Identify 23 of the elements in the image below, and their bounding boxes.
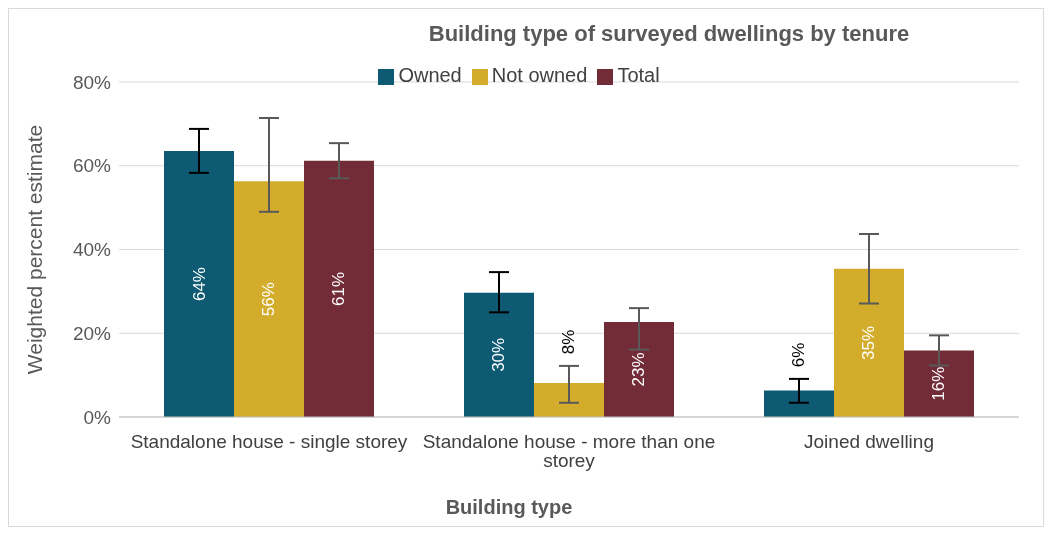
- y-tick-label: 60%: [72, 155, 112, 177]
- legend-label: Owned: [398, 64, 462, 86]
- data-label: 23%: [629, 352, 649, 387]
- legend-label: Not owned: [491, 64, 588, 86]
- x-tick-label: Joined dwelling: [804, 431, 934, 453]
- data-label: 30%: [489, 337, 509, 372]
- data-label: 35%: [859, 325, 879, 360]
- chart-title: Building type of surveyed dwellings by tenure: [427, 21, 911, 47]
- y-tick-label: 80%: [72, 71, 112, 93]
- data-label: 61%: [329, 271, 349, 306]
- data-label: 6%: [789, 342, 809, 368]
- x-axis-title: Building type: [444, 496, 574, 519]
- data-label: 56%: [259, 282, 279, 317]
- y-tick-label: 0%: [83, 406, 112, 428]
- y-tick-label: 20%: [72, 322, 112, 344]
- data-label: 16%: [929, 366, 949, 401]
- y-axis-title: Weighted percent estimate: [23, 124, 47, 375]
- x-tick-label: Standalone house - single storey: [130, 431, 408, 453]
- data-label: 8%: [559, 329, 579, 355]
- x-tick-label: Standalone house - more than one storey: [422, 431, 716, 472]
- legend-label: Total: [617, 64, 660, 86]
- data-label: 64%: [189, 267, 209, 302]
- y-tick-label: 40%: [72, 239, 112, 261]
